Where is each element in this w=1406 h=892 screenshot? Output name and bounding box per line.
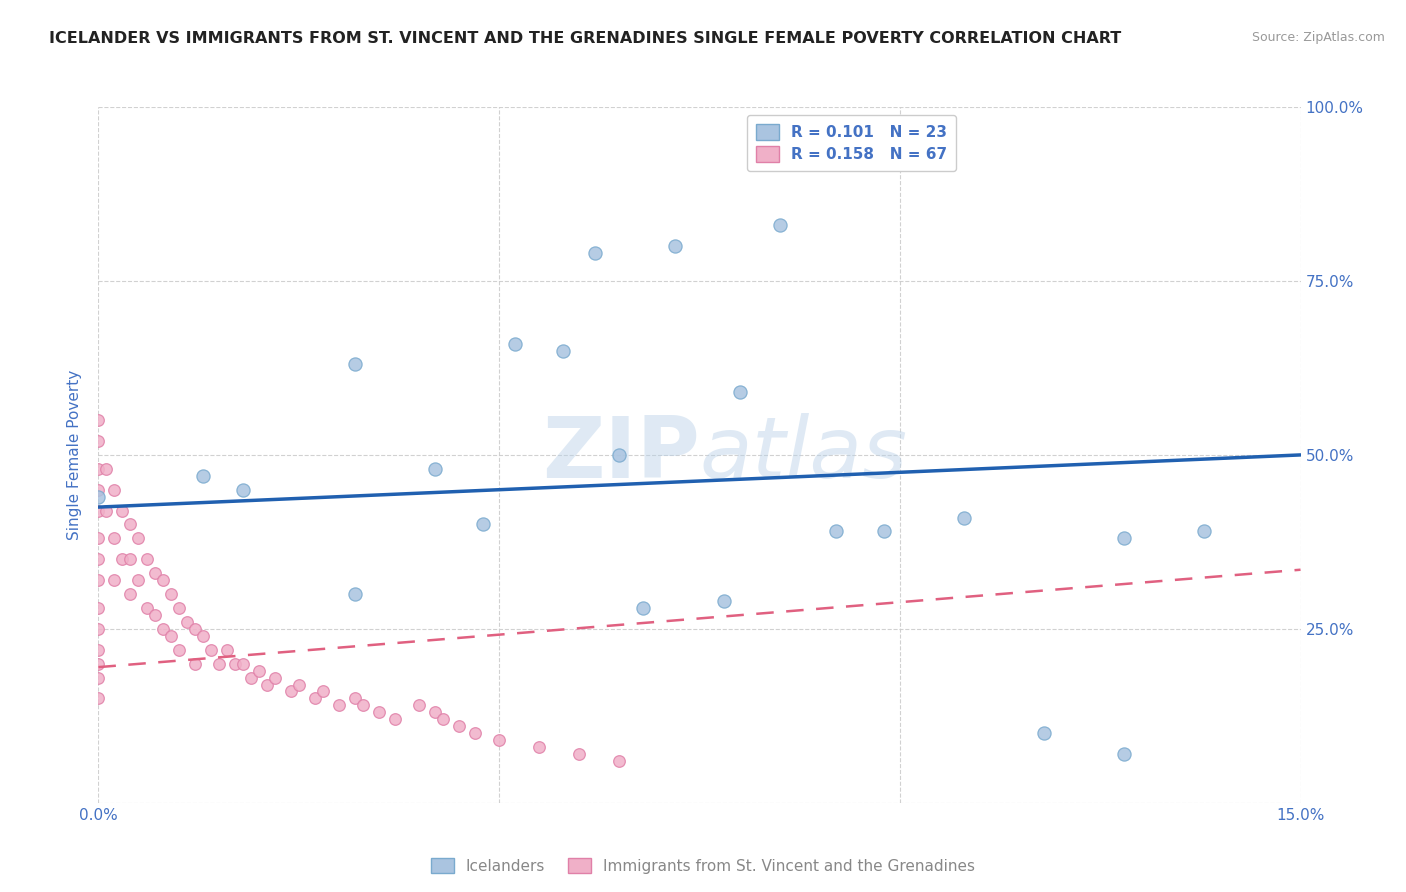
Point bbox=[263, 671, 285, 685]
Point bbox=[183, 622, 205, 636]
Point bbox=[87, 503, 110, 517]
Point bbox=[128, 532, 150, 546]
Point bbox=[280, 684, 302, 698]
Point bbox=[87, 532, 110, 546]
Point bbox=[87, 691, 110, 706]
Point bbox=[135, 552, 157, 566]
Point bbox=[553, 343, 575, 358]
Point bbox=[953, 510, 976, 524]
Point bbox=[176, 615, 198, 629]
Point bbox=[423, 462, 446, 476]
Point bbox=[568, 747, 591, 761]
Point bbox=[96, 462, 118, 476]
Point bbox=[232, 657, 254, 671]
Text: ICELANDER VS IMMIGRANTS FROM ST. VINCENT AND THE GRENADINES SINGLE FEMALE POVERT: ICELANDER VS IMMIGRANTS FROM ST. VINCENT… bbox=[49, 31, 1122, 46]
Point bbox=[713, 594, 735, 608]
Point bbox=[529, 740, 551, 755]
Point bbox=[159, 587, 181, 601]
Point bbox=[87, 483, 110, 497]
Point bbox=[1114, 747, 1136, 761]
Point bbox=[728, 385, 751, 400]
Point bbox=[135, 601, 157, 615]
Point bbox=[87, 413, 110, 427]
Point bbox=[1114, 532, 1136, 546]
Point bbox=[191, 629, 214, 643]
Point bbox=[304, 691, 326, 706]
Point bbox=[159, 629, 181, 643]
Point bbox=[87, 642, 110, 657]
Point bbox=[368, 706, 391, 720]
Point bbox=[583, 246, 606, 260]
Point bbox=[96, 503, 118, 517]
Point bbox=[103, 532, 125, 546]
Point bbox=[200, 642, 222, 657]
Point bbox=[609, 448, 631, 462]
Point bbox=[472, 517, 495, 532]
Point bbox=[328, 698, 350, 713]
Point bbox=[824, 524, 846, 539]
Point bbox=[87, 601, 110, 615]
Point bbox=[343, 691, 366, 706]
Point bbox=[464, 726, 486, 740]
Point bbox=[111, 552, 134, 566]
Point bbox=[87, 622, 110, 636]
Point bbox=[183, 657, 205, 671]
Point bbox=[288, 677, 311, 691]
Point bbox=[247, 664, 270, 678]
Text: ZIP: ZIP bbox=[541, 413, 700, 497]
Point bbox=[873, 524, 896, 539]
Point bbox=[609, 754, 631, 768]
Point bbox=[103, 483, 125, 497]
Point bbox=[423, 706, 446, 720]
Point bbox=[312, 684, 335, 698]
Point bbox=[87, 462, 110, 476]
Point bbox=[143, 566, 166, 581]
Legend: R = 0.101   N = 23, R = 0.158   N = 67: R = 0.101 N = 23, R = 0.158 N = 67 bbox=[747, 115, 956, 171]
Point bbox=[87, 552, 110, 566]
Point bbox=[232, 483, 254, 497]
Text: atlas: atlas bbox=[700, 413, 907, 497]
Point bbox=[256, 677, 278, 691]
Point bbox=[432, 712, 454, 726]
Point bbox=[239, 671, 262, 685]
Point bbox=[87, 490, 110, 504]
Point bbox=[111, 503, 134, 517]
Point bbox=[408, 698, 430, 713]
Point bbox=[103, 573, 125, 587]
Point bbox=[224, 657, 246, 671]
Point bbox=[152, 573, 174, 587]
Point bbox=[343, 587, 366, 601]
Point bbox=[167, 642, 190, 657]
Point bbox=[143, 607, 166, 622]
Point bbox=[664, 239, 686, 253]
Point bbox=[352, 698, 374, 713]
Point bbox=[447, 719, 470, 733]
Point bbox=[87, 657, 110, 671]
Point bbox=[87, 671, 110, 685]
Point bbox=[343, 358, 366, 372]
Point bbox=[769, 219, 792, 233]
Point bbox=[208, 657, 231, 671]
Text: Source: ZipAtlas.com: Source: ZipAtlas.com bbox=[1251, 31, 1385, 45]
Point bbox=[120, 552, 142, 566]
Point bbox=[1033, 726, 1056, 740]
Point bbox=[503, 336, 526, 351]
Y-axis label: Single Female Poverty: Single Female Poverty bbox=[67, 370, 83, 540]
Point bbox=[633, 601, 655, 615]
Legend: Icelanders, Immigrants from St. Vincent and the Grenadines: Icelanders, Immigrants from St. Vincent … bbox=[425, 852, 981, 880]
Point bbox=[488, 733, 510, 747]
Point bbox=[120, 587, 142, 601]
Point bbox=[384, 712, 406, 726]
Point bbox=[120, 517, 142, 532]
Point bbox=[128, 573, 150, 587]
Point bbox=[152, 622, 174, 636]
Point bbox=[167, 601, 190, 615]
Point bbox=[1194, 524, 1216, 539]
Point bbox=[87, 573, 110, 587]
Point bbox=[87, 434, 110, 448]
Point bbox=[191, 468, 214, 483]
Point bbox=[215, 642, 238, 657]
